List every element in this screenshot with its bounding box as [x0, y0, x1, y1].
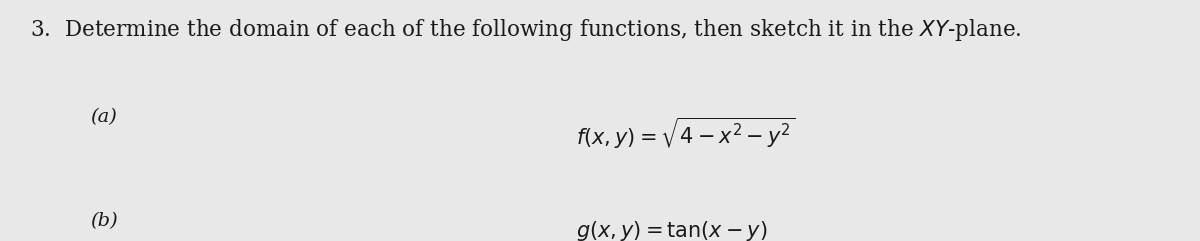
Text: 3.  Determine the domain of each of the following functions, then sketch it in t: 3. Determine the domain of each of the f…: [30, 17, 1021, 43]
Text: $g(x, y) = \tan(x - y)$: $g(x, y) = \tan(x - y)$: [576, 219, 768, 241]
Text: (b): (b): [90, 212, 118, 230]
Text: $f(x, y) = \sqrt{4 - x^2 - y^2}$: $f(x, y) = \sqrt{4 - x^2 - y^2}$: [576, 116, 796, 151]
Text: (a): (a): [90, 108, 116, 127]
